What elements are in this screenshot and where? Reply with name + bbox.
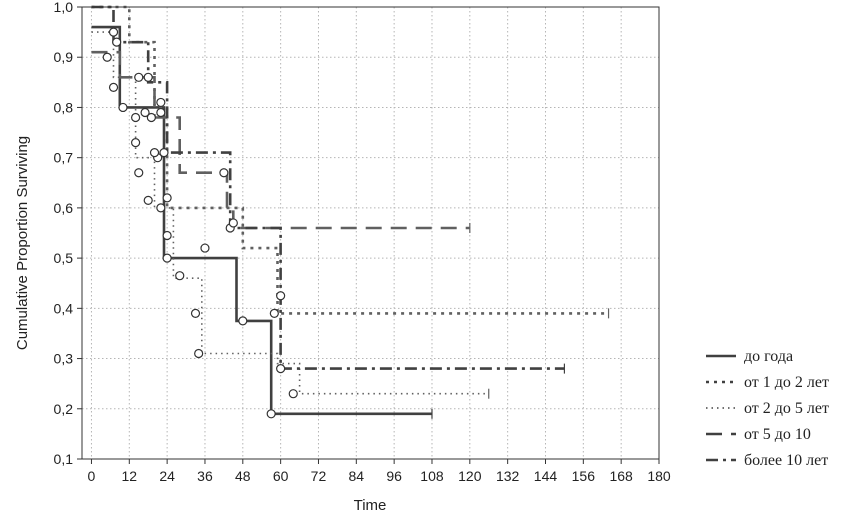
series-line-4 xyxy=(91,5,565,370)
data-point xyxy=(140,107,150,118)
data-point xyxy=(156,97,166,108)
x-tick-label: 108 xyxy=(420,468,444,484)
y-tick-label: 0,3 xyxy=(54,351,74,367)
series-line-3 xyxy=(91,50,470,230)
data-point xyxy=(219,168,229,178)
data-point xyxy=(143,195,153,205)
marker-layer xyxy=(102,27,298,419)
data-point xyxy=(149,148,160,158)
x-tick-label: 60 xyxy=(273,468,289,484)
x-tick-label: 144 xyxy=(534,468,558,484)
x-tick-label: 48 xyxy=(235,468,251,484)
y-tick-label: 1,0 xyxy=(54,0,74,15)
data-point xyxy=(143,72,153,82)
x-tick-label: 132 xyxy=(496,468,520,484)
data-point xyxy=(288,389,298,399)
data-point xyxy=(146,112,156,123)
data-point xyxy=(238,316,248,326)
data-point xyxy=(190,308,201,318)
data-point xyxy=(159,148,169,158)
data-point xyxy=(194,348,204,359)
data-point xyxy=(156,107,166,118)
data-point xyxy=(134,168,144,178)
y-tick-label: 0,9 xyxy=(54,49,74,65)
data-point xyxy=(102,52,112,62)
data-point xyxy=(200,243,210,253)
legend-label-0: до года xyxy=(744,348,793,365)
data-point xyxy=(162,253,172,263)
data-point xyxy=(156,203,166,213)
y-tick-label: 0,2 xyxy=(54,401,74,417)
series-layer xyxy=(91,5,610,419)
y-tick-label: 0,8 xyxy=(54,99,74,115)
data-point xyxy=(131,138,141,148)
data-point xyxy=(276,364,286,374)
data-point xyxy=(131,112,141,123)
x-tick-label: 84 xyxy=(349,468,365,484)
data-point xyxy=(266,409,276,419)
x-tick-label: 12 xyxy=(122,468,138,484)
plot-frame xyxy=(81,6,660,460)
x-tick-label: 168 xyxy=(609,468,633,484)
x-tick-label: 180 xyxy=(647,468,671,484)
x-tick-label: 96 xyxy=(386,468,402,484)
legend-label-3: от 5 до 10 xyxy=(744,426,811,443)
series-line-1 xyxy=(91,5,609,315)
y-tick-label: 0,1 xyxy=(54,451,74,467)
y-tick-label: 0,6 xyxy=(54,200,74,216)
y-axis-title: Cumulative Proportion Surviving xyxy=(14,136,31,350)
y-tick-label: 0,5 xyxy=(54,250,74,266)
data-point xyxy=(276,291,286,301)
data-point xyxy=(162,230,172,241)
x-tick-label: 24 xyxy=(159,468,175,484)
x-axis-title: Time xyxy=(354,497,387,514)
data-point xyxy=(118,102,128,113)
y-tick-label: 0,7 xyxy=(54,150,74,166)
data-point xyxy=(162,193,172,203)
x-tick-label: 0 xyxy=(88,468,96,484)
data-point xyxy=(269,308,279,318)
y-tick-labels: 0,1 0,2 0,3 0,4 0,5 0,6 0,7 0,8 0,9 1,0 xyxy=(54,0,82,467)
data-point xyxy=(112,37,122,47)
x-tick-label: 120 xyxy=(458,468,482,484)
data-point xyxy=(134,72,144,82)
legend-label-2: от 2 до 5 лет xyxy=(744,400,829,417)
data-point xyxy=(108,27,119,37)
data-point xyxy=(175,271,185,281)
series-line-2 xyxy=(91,31,489,395)
legend-label-4: более 10 лет xyxy=(744,452,828,469)
x-tick-label: 156 xyxy=(572,468,596,484)
y-tick-label: 0,4 xyxy=(54,300,74,316)
data-point xyxy=(108,82,119,92)
series-line-0 xyxy=(91,25,432,416)
x-tick-label: 36 xyxy=(197,468,213,484)
legend: до года от 1 до 2 лет от 2 до 5 лет от 5 до… xyxy=(706,348,829,469)
x-tick-labels: 0 12 24 36 48 60 72 84 96 108 120 132 144 156 168 180 xyxy=(88,459,671,484)
x-tick-label: 72 xyxy=(311,468,327,484)
legend-label-1: от 1 до 2 лет xyxy=(744,374,829,391)
data-point xyxy=(228,218,238,228)
